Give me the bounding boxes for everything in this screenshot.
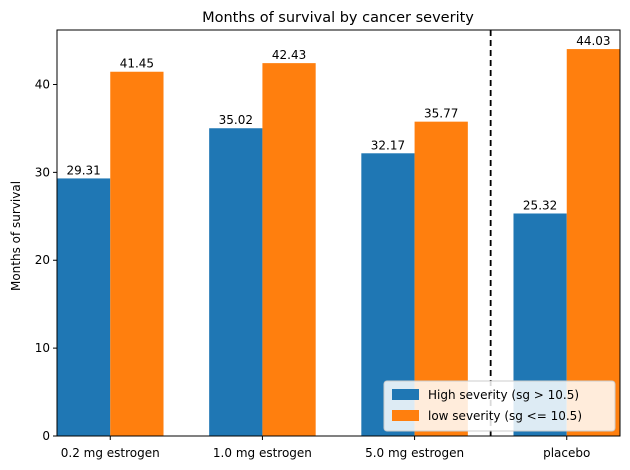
legend-swatch-2 (392, 410, 419, 421)
legend-swatch-1 (392, 389, 419, 400)
bar-series2-4 (566, 49, 620, 436)
x-tick-label: 1.0 mg estrogen (213, 446, 312, 460)
legend-label-2: low severity (sg <= 10.5) (428, 409, 582, 423)
plot-area (56, 29, 621, 437)
bar-series2-1 (110, 71, 164, 436)
x-tick-label: 0.2 mg estrogen (61, 446, 160, 460)
bar-series1-1 (57, 178, 111, 436)
legend: High severity (sg > 10.5) low severity (s… (383, 380, 616, 432)
y-axis: 0 10 20 30 40 (35, 77, 57, 443)
value-label: 42.43 (272, 48, 306, 62)
x-tick-label: 5.0 mg estrogen (365, 446, 464, 460)
value-label: 29.31 (66, 163, 100, 177)
y-axis-label: Months of survival (9, 181, 23, 291)
bar-series1-2 (209, 128, 263, 437)
value-label: 25.32 (523, 198, 557, 212)
chart-title: Months of survival by cancer severity (202, 10, 474, 26)
legend-label-1: High severity (sg > 10.5) (428, 388, 579, 402)
y-tick-label: 40 (35, 77, 50, 91)
x-tick-label: placebo (543, 446, 590, 460)
value-label: 41.45 (120, 57, 154, 71)
y-tick-label: 20 (35, 253, 50, 267)
x-axis: 0.2 mg estrogen 1.0 mg estrogen 5.0 mg est… (61, 436, 590, 460)
value-label: 32.17 (371, 138, 405, 152)
value-label: 35.77 (424, 107, 458, 121)
value-label: 35.02 (219, 113, 253, 127)
y-tick-label: 10 (35, 341, 50, 355)
value-labels-group: 29.31 35.02 32.17 25.32 41.45 42.43 35.77 44.03 (66, 34, 610, 212)
bars-group (57, 49, 620, 437)
bar-series2-2 (262, 63, 316, 436)
legend-box (383, 380, 616, 432)
y-tick-label: 0 (42, 429, 50, 443)
value-label: 44.03 (576, 34, 610, 48)
y-tick-label: 30 (35, 165, 50, 179)
